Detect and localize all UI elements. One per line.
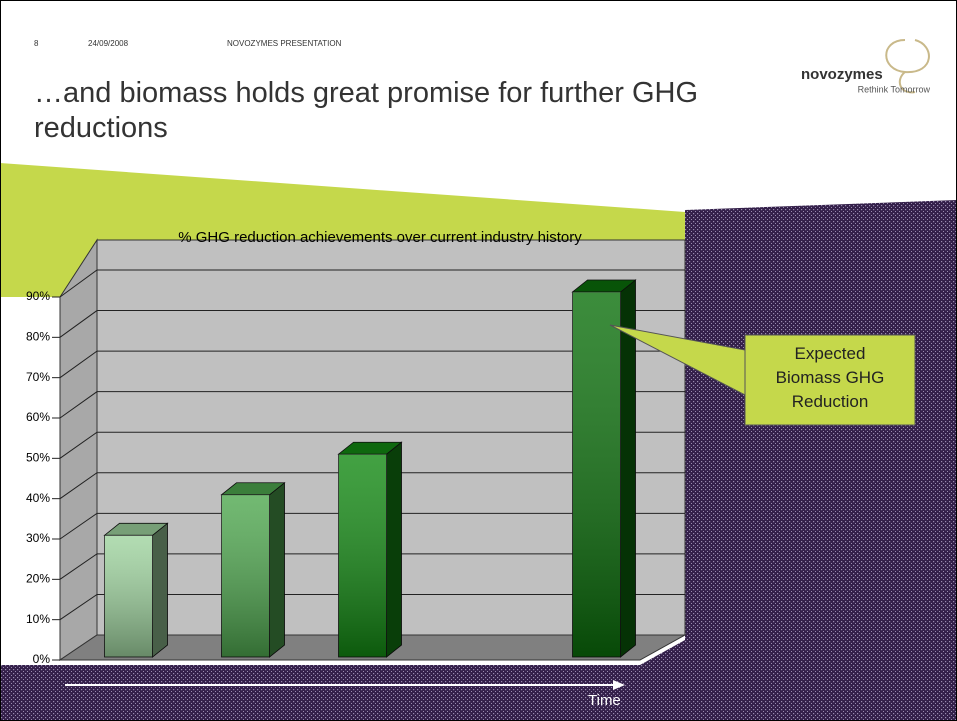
purple-background bbox=[0, 200, 957, 721]
presentation-label: NOVOZYMES PRESENTATION bbox=[227, 39, 342, 48]
side-wall bbox=[59, 238, 98, 661]
annotation: Expected Biomass GHG Reduction bbox=[775, 344, 885, 411]
green-banner bbox=[0, 163, 685, 297]
grid-line bbox=[59, 310, 685, 338]
slide-title: …and biomass holds great promise for fur… bbox=[34, 77, 699, 144]
bar-side bbox=[269, 481, 285, 658]
y-tick-label: 40% bbox=[26, 491, 50, 505]
grid-line bbox=[59, 350, 685, 379]
grid-line bbox=[59, 269, 685, 298]
grid-line bbox=[59, 431, 685, 459]
grid-line bbox=[59, 472, 685, 500]
bar-side bbox=[386, 441, 402, 658]
bar-shade bbox=[104, 535, 153, 657]
grid-line bbox=[59, 593, 685, 621]
logo-name: novozymes bbox=[801, 66, 883, 83]
grid-line bbox=[59, 391, 685, 419]
logo-tagline: Rethink Tomorrow bbox=[858, 84, 931, 94]
y-tick-label: 90% bbox=[26, 289, 50, 303]
y-tick-label: 20% bbox=[26, 572, 50, 586]
callout-box bbox=[744, 334, 916, 426]
bar-shade bbox=[338, 454, 387, 657]
grid-line bbox=[59, 553, 685, 580]
chart-title: % GHG reduction achievements over curren… bbox=[178, 229, 582, 246]
date: 24/09/2008 bbox=[88, 39, 129, 48]
y-tick-label: 0% bbox=[33, 652, 51, 666]
logo-icon bbox=[885, 39, 930, 94]
grid-line bbox=[59, 512, 685, 540]
bar-shade bbox=[572, 292, 621, 657]
y-tick-label: 70% bbox=[26, 370, 50, 384]
y-tick-label: 10% bbox=[26, 612, 50, 626]
time-arrow-head bbox=[613, 680, 625, 690]
y-tick-label: 60% bbox=[26, 410, 50, 424]
page-number: 8 bbox=[34, 39, 39, 48]
bar-side bbox=[152, 522, 168, 658]
y-tick-label: 30% bbox=[26, 531, 50, 545]
y-tick-label: 80% bbox=[26, 330, 50, 344]
x-axis-label: Time bbox=[588, 692, 621, 709]
bar-shade bbox=[221, 494, 270, 657]
y-tick-label: 50% bbox=[26, 451, 50, 465]
